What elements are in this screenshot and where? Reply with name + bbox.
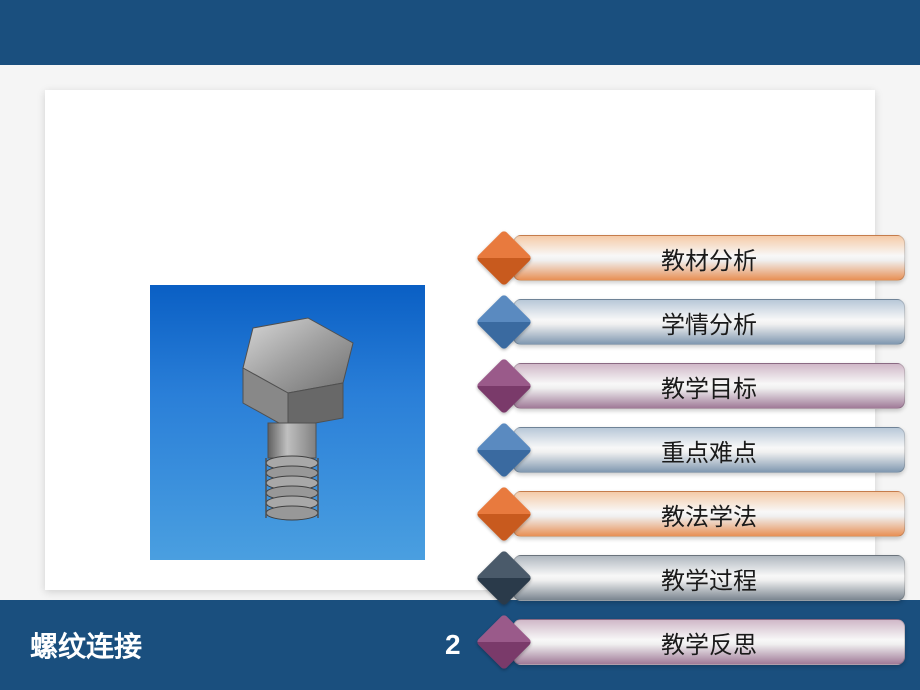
diamond-icon [475,549,533,607]
menu-item-label: 重点难点 [513,427,905,473]
menu-item-6[interactable]: 教学反思 [475,614,905,670]
top-header-bar [0,0,920,65]
bolt-illustration [150,285,425,560]
menu-item-label: 教学过程 [513,555,905,601]
menu-item-label: 教材分析 [513,235,905,281]
diamond-icon [475,485,533,543]
menu-item-0[interactable]: 教材分析 [475,230,905,286]
menu-item-3[interactable]: 重点难点 [475,422,905,478]
menu-item-label: 教法学法 [513,491,905,537]
menu-item-label: 教学反思 [513,619,905,665]
menu-item-label: 学情分析 [513,299,905,345]
diamond-icon [475,293,533,351]
slide-content: 教材分析学情分析教学目标重点难点教法学法教学过程教学反思 [45,90,875,590]
menu-item-5[interactable]: 教学过程 [475,550,905,606]
footer-title: 螺纹连接 [30,625,142,665]
menu-item-2[interactable]: 教学目标 [475,358,905,414]
menu-item-4[interactable]: 教法学法 [475,486,905,542]
diamond-icon [475,613,533,671]
bolt-icon [198,313,378,533]
diamond-icon [475,229,533,287]
diamond-icon [475,421,533,479]
page-number: 2 [445,629,461,661]
menu-item-1[interactable]: 学情分析 [475,294,905,350]
diamond-icon [475,357,533,415]
menu-item-label: 教学目标 [513,363,905,409]
